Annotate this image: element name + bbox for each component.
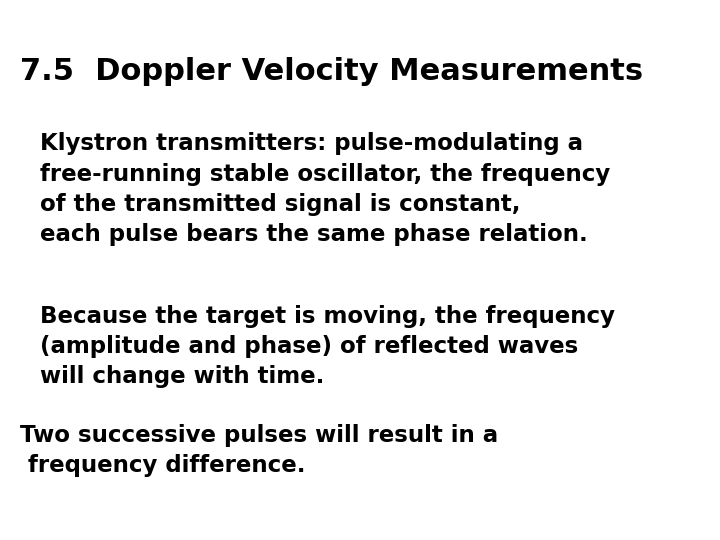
Text: Two successive pulses will result in a
 frequency difference.: Two successive pulses will result in a f… [20,424,498,477]
Text: Because the target is moving, the frequency
(amplitude and phase) of reflected w: Because the target is moving, the freque… [40,305,615,388]
Text: 7.5  Doppler Velocity Measurements: 7.5 Doppler Velocity Measurements [20,57,643,86]
Text: Klystron transmitters: pulse-modulating a
free-running stable oscillator, the fr: Klystron transmitters: pulse-modulating … [40,132,610,246]
